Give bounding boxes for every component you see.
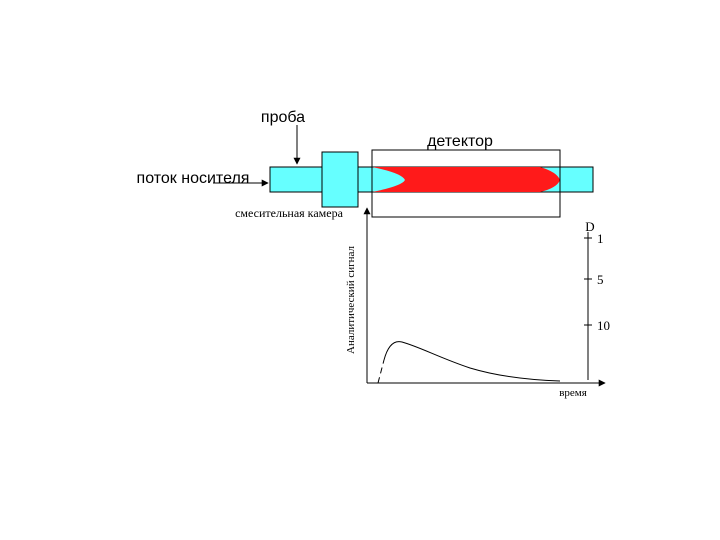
mixing-fill xyxy=(323,168,357,191)
dispersion-tick-label: 1 xyxy=(597,231,604,246)
mixing-label: смесительная камера xyxy=(235,206,343,220)
dispersion-tick-label: 5 xyxy=(597,272,604,287)
detector-box xyxy=(371,149,561,218)
sample-zone xyxy=(372,167,560,192)
detector-label: детектор xyxy=(427,133,493,150)
sample-label: проба xyxy=(261,109,305,126)
y-axis-label: Аналитический сигнал xyxy=(345,246,357,354)
peak-curve xyxy=(383,341,561,382)
dispersion-title: D xyxy=(585,219,594,234)
x-axis-label: время xyxy=(559,387,587,399)
peak-start xyxy=(377,359,385,384)
dispersion-tick-label: 10 xyxy=(597,318,610,333)
carrier-label: поток носителя xyxy=(137,170,250,187)
